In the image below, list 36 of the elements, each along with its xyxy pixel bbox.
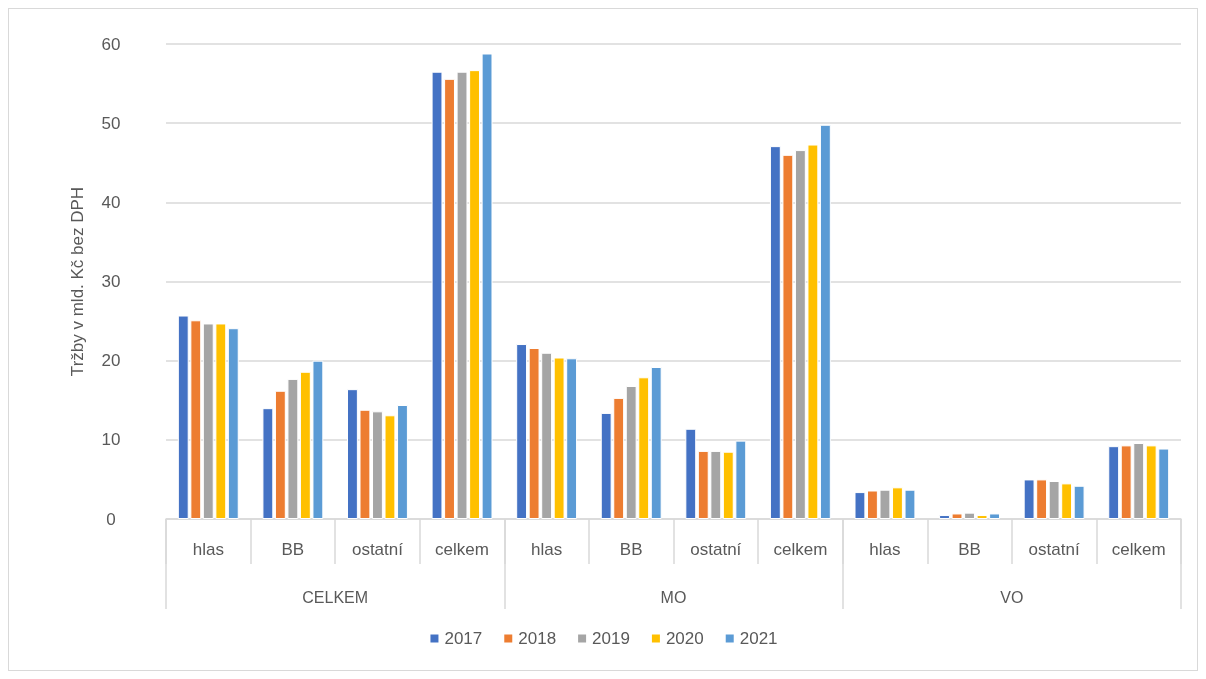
x-tick-label: BB: [958, 540, 981, 559]
bar: [1108, 446, 1120, 519]
legend-label: 2019: [592, 629, 630, 648]
y-tick-label: 50: [101, 113, 121, 133]
legend-label: 2017: [444, 629, 483, 648]
y-tick-label: 60: [101, 34, 121, 54]
x-tick-label: celkem: [773, 540, 828, 559]
bar: [819, 124, 831, 519]
x-tick-label: hlas: [869, 540, 901, 559]
text: CELKEM: [302, 588, 369, 606]
y-tick-label: 10: [101, 430, 121, 450]
bar: [516, 344, 528, 519]
x-tick-label: ostatní: [1028, 540, 1080, 559]
x-tick-label: BB: [281, 540, 305, 559]
x-tick-label: hlas: [531, 540, 563, 559]
x-tick-label: celkem: [1111, 540, 1166, 559]
y-tick-label: 40: [101, 192, 121, 212]
y-tick-label: 20: [101, 351, 121, 371]
x-tick-label: BB: [619, 540, 643, 559]
bar: [227, 328, 239, 519]
y-tick-label: 0: [106, 509, 116, 529]
bar: [650, 367, 662, 519]
text: MO: [660, 588, 687, 606]
legend-label: 2020: [665, 629, 704, 648]
y-tick-label: 30: [101, 272, 121, 291]
x-tick-label: ostatní: [690, 540, 742, 559]
x-tick-label: hlas: [192, 540, 224, 559]
legend-label: 2018: [518, 629, 557, 648]
bar: [262, 408, 274, 519]
legend-label: 2021: [739, 629, 778, 648]
x-tick-label: celkem: [435, 540, 489, 559]
bar: [1073, 485, 1085, 519]
bar: [685, 428, 697, 519]
x-tick-label: ostatní: [351, 540, 404, 559]
text: VO: [1000, 588, 1024, 606]
y-axis-title: Tržby v mld. Kč bez DPH: [68, 186, 87, 377]
